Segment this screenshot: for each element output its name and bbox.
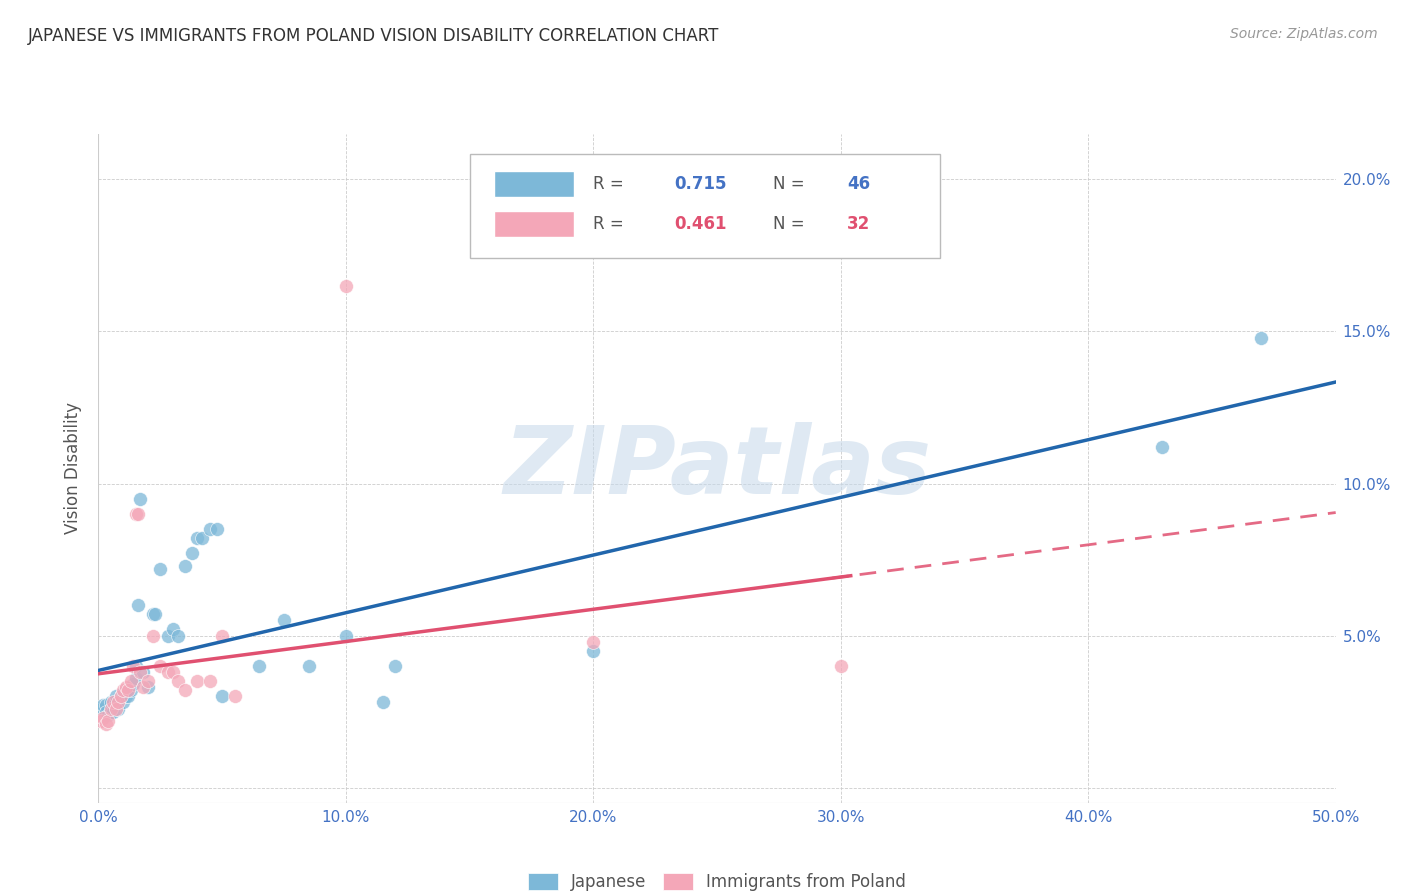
Point — [97, 707, 120, 722]
Point — [122, 677, 145, 691]
Point — [186, 531, 208, 545]
Text: Source: ZipAtlas.com: Source: ZipAtlas.com — [1230, 27, 1378, 41]
Point — [100, 705, 122, 719]
Text: R =: R = — [593, 175, 630, 193]
Point — [90, 701, 112, 715]
Point — [104, 690, 127, 704]
Point — [181, 546, 204, 560]
Point — [124, 671, 146, 685]
Point — [129, 665, 152, 679]
Point — [120, 674, 142, 689]
Point — [107, 701, 129, 715]
Point — [186, 674, 208, 689]
Point — [198, 674, 221, 689]
Text: JAPANESE VS IMMIGRANTS FROM POLAND VISION DISABILITY CORRELATION CHART: JAPANESE VS IMMIGRANTS FROM POLAND VISIO… — [28, 27, 720, 45]
Point — [582, 644, 605, 658]
Point — [166, 674, 188, 689]
Point — [335, 278, 357, 293]
Point — [132, 680, 155, 694]
Point — [224, 690, 246, 704]
Point — [149, 659, 172, 673]
Point — [112, 686, 135, 700]
Point — [114, 690, 136, 704]
Point — [162, 623, 184, 637]
Point — [136, 674, 159, 689]
Text: N =: N = — [773, 215, 810, 233]
Point — [94, 716, 117, 731]
Point — [1250, 330, 1272, 344]
Legend: Japanese, Immigrants from Poland: Japanese, Immigrants from Poland — [519, 864, 915, 892]
Text: ZIPatlas: ZIPatlas — [503, 422, 931, 515]
Point — [247, 659, 270, 673]
Point — [100, 696, 122, 710]
Point — [273, 613, 295, 627]
Point — [127, 598, 149, 612]
FancyBboxPatch shape — [470, 154, 939, 258]
Text: R =: R = — [593, 215, 630, 233]
Point — [830, 659, 852, 673]
Point — [127, 507, 149, 521]
Point — [142, 607, 165, 622]
Y-axis label: Vision Disability: Vision Disability — [65, 402, 83, 534]
Point — [112, 683, 135, 698]
Point — [110, 690, 132, 704]
Point — [110, 690, 132, 704]
Point — [162, 665, 184, 679]
Point — [129, 491, 152, 506]
Point — [117, 683, 139, 698]
Point — [117, 690, 139, 704]
Point — [335, 628, 357, 642]
Point — [132, 665, 155, 679]
Point — [1152, 440, 1174, 454]
Text: 32: 32 — [846, 215, 870, 233]
Point — [114, 680, 136, 694]
Point — [582, 634, 605, 648]
Point — [205, 522, 228, 536]
Point — [211, 628, 233, 642]
Point — [136, 680, 159, 694]
Point — [174, 558, 197, 573]
Point — [120, 683, 142, 698]
FancyBboxPatch shape — [495, 170, 574, 197]
Point — [107, 696, 129, 710]
Point — [122, 659, 145, 673]
Point — [156, 628, 179, 642]
Point — [298, 659, 321, 673]
Point — [93, 698, 115, 713]
Point — [143, 607, 166, 622]
Point — [198, 522, 221, 536]
Point — [94, 705, 117, 719]
FancyBboxPatch shape — [495, 211, 574, 237]
Text: N =: N = — [773, 175, 810, 193]
Point — [103, 696, 125, 710]
Point — [104, 696, 127, 710]
Point — [211, 690, 233, 704]
Text: 0.461: 0.461 — [673, 215, 727, 233]
Point — [156, 665, 179, 679]
Point — [371, 696, 394, 710]
Point — [124, 507, 146, 521]
Point — [384, 659, 406, 673]
Point — [191, 531, 214, 545]
Text: 46: 46 — [846, 175, 870, 193]
Point — [94, 698, 117, 713]
Point — [174, 683, 197, 698]
Point — [103, 705, 125, 719]
Point — [112, 696, 135, 710]
Point — [104, 701, 127, 715]
Point — [142, 628, 165, 642]
Point — [97, 714, 120, 728]
Point — [93, 711, 115, 725]
Point — [166, 628, 188, 642]
Point — [100, 701, 122, 715]
Point — [90, 714, 112, 728]
Point — [149, 562, 172, 576]
Text: 0.715: 0.715 — [673, 175, 727, 193]
Point — [124, 659, 146, 673]
